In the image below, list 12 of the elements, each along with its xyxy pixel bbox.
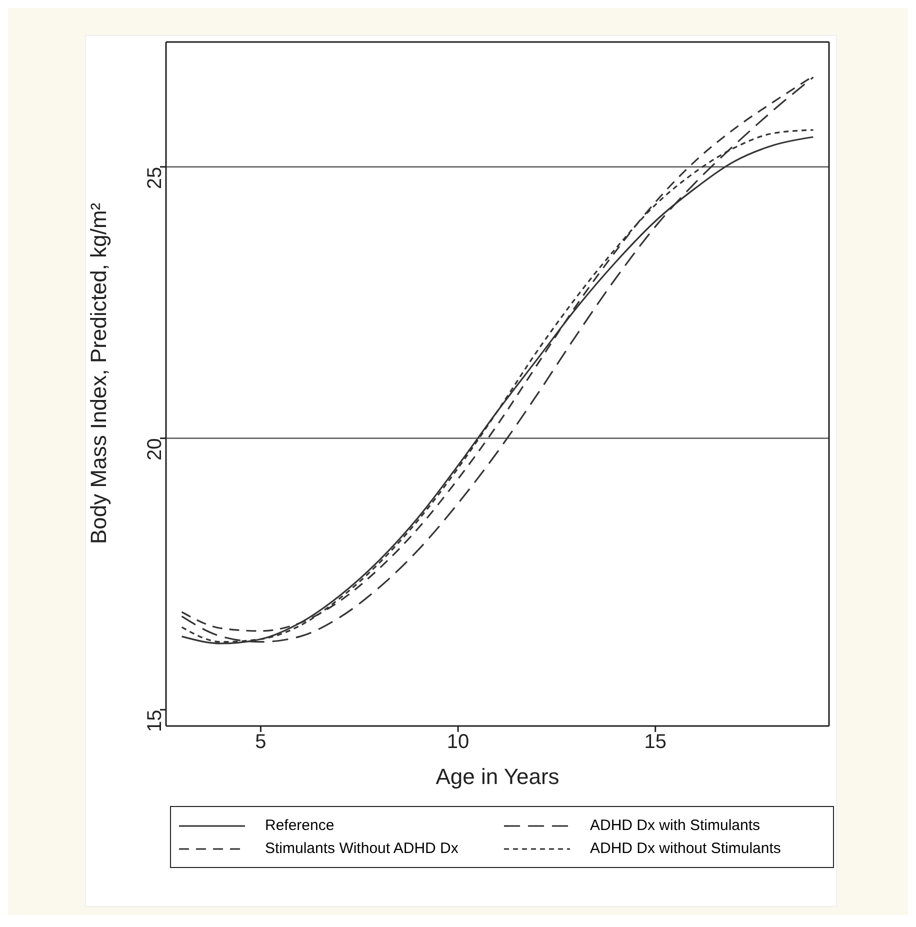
legend-label: ADHD Dx without Stimulants — [590, 840, 781, 857]
y-tick-label: 20 — [144, 438, 166, 461]
x-tick-label: 15 — [644, 731, 666, 754]
legend-label: ADHD Dx with Stimulants — [590, 817, 760, 834]
x-tick-label: 5 — [255, 731, 266, 754]
legend-label: Stimulants Without ADHD Dx — [265, 840, 458, 857]
legend-label: Reference — [265, 817, 334, 834]
y-tick-label: 25 — [144, 166, 166, 190]
y-tick-label: 15 — [144, 710, 166, 732]
x-axis-title: Age in Years — [436, 764, 560, 789]
x-tick-label: 10 — [446, 731, 470, 754]
y-axis-title: Body Mass Index, Predicted, kg/m² — [86, 202, 111, 544]
